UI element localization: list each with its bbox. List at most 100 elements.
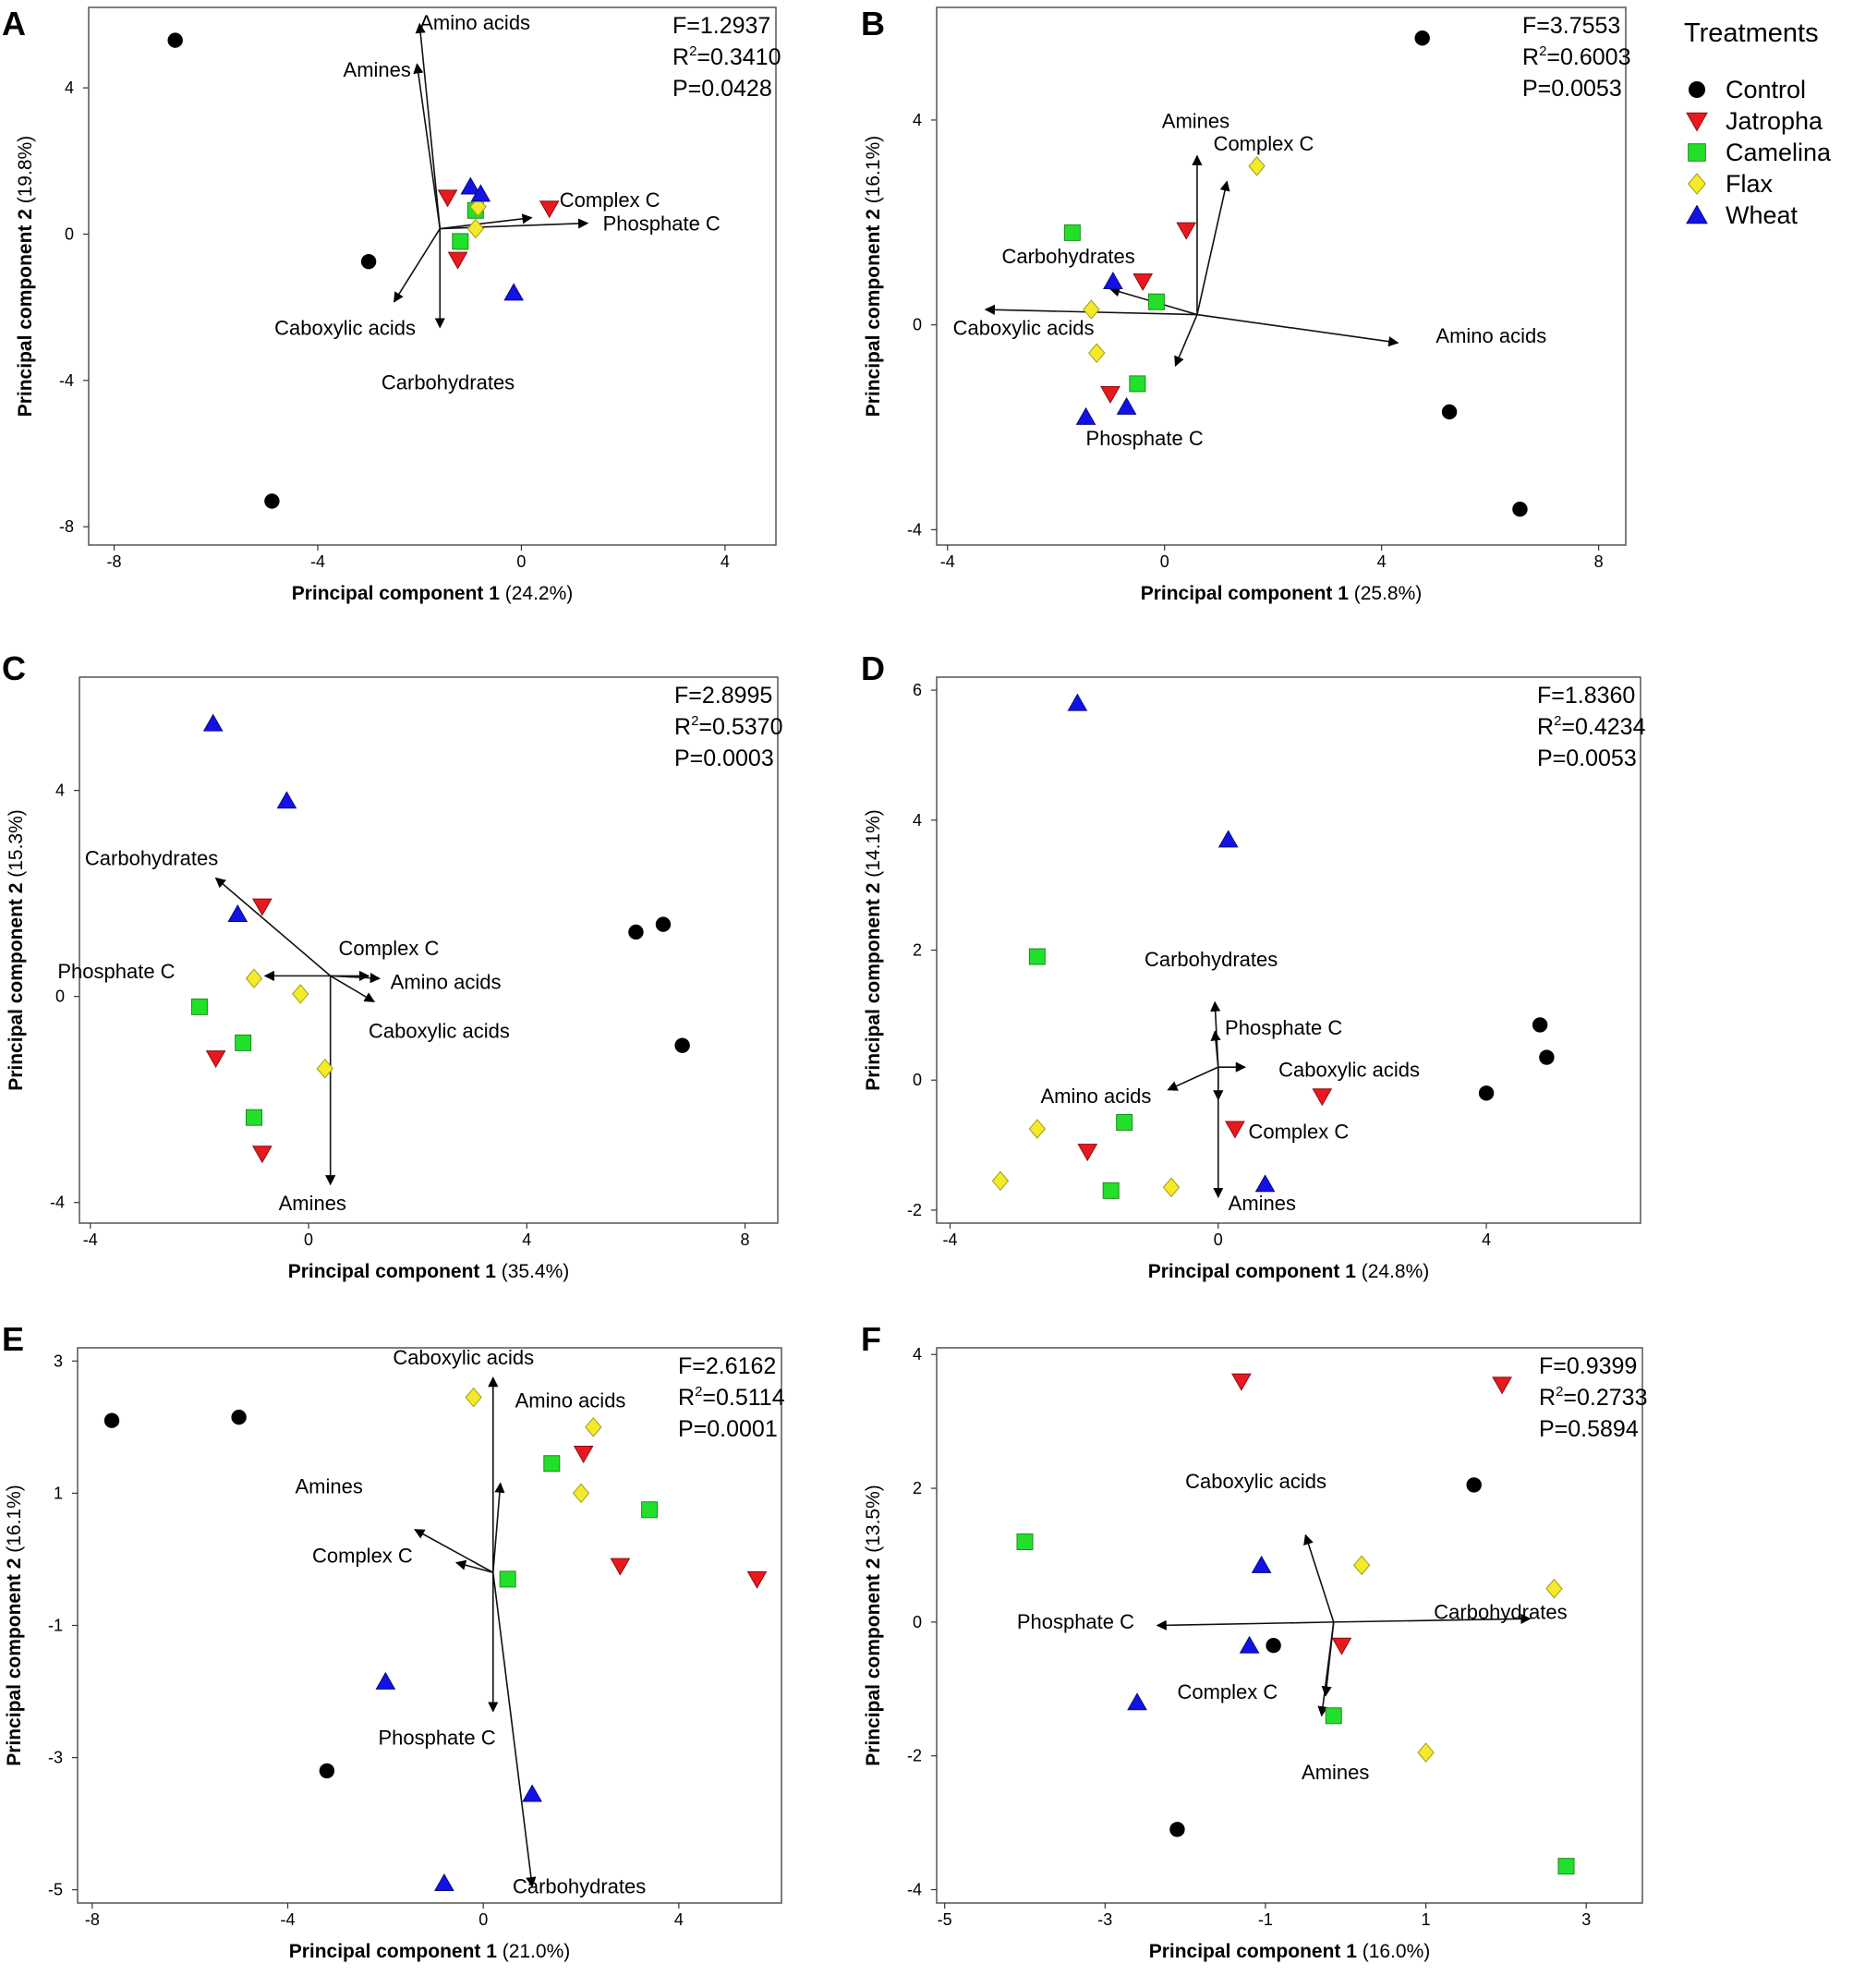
vector-label: Amino acids	[391, 970, 502, 993]
stat-f: F=2.6162	[678, 1353, 776, 1379]
x-axis-label: Principal component 1 (25.8%)	[1141, 583, 1423, 604]
legend-item-camelina: Camelina	[1688, 139, 1832, 166]
y-tick-label: 4	[65, 79, 74, 97]
data-point-camelina	[543, 1455, 561, 1473]
vector-label: Amines	[295, 1474, 362, 1497]
y-tick-label: 1	[54, 1484, 63, 1502]
vector-label: Caboxylic acids	[1185, 1470, 1326, 1493]
stat-p: P=0.0001	[678, 1416, 778, 1442]
panel-letter: E	[2, 1320, 24, 1358]
data-point-camelina	[499, 1570, 516, 1588]
data-point-wheat	[202, 713, 224, 732]
data-point-camelina	[1557, 1858, 1575, 1875]
data-point-control	[1539, 1049, 1555, 1065]
x-tick-label: 8	[741, 1230, 750, 1249]
data-point-flax	[469, 197, 487, 217]
y-tick-label: -4	[907, 1881, 922, 1899]
data-point-jatropha	[1231, 1373, 1252, 1391]
y-tick-label: -2	[907, 1747, 922, 1765]
data-point-flax	[572, 1483, 590, 1504]
panel-letter: D	[861, 649, 885, 687]
y-tick-label: -4	[59, 371, 74, 390]
x-tick-label: -4	[281, 1910, 296, 1929]
panel-c: C -4 0 4 8 -4 0 4 Principal component 1 (35.4%) P…	[2, 649, 782, 1282]
y-tick-label: -4	[907, 520, 922, 539]
data-point-camelina	[1028, 948, 1046, 965]
vector-label: Phosphate C	[378, 1726, 495, 1749]
data-point-control	[1441, 404, 1458, 420]
legend-item-control: Control	[1688, 76, 1806, 103]
loading-vector	[415, 22, 442, 229]
loading-vector	[1196, 313, 1399, 347]
vector-label: Complex C	[1214, 132, 1314, 155]
data-point-wheat	[503, 283, 525, 301]
vector-label: Caboxylic acids	[369, 1019, 510, 1042]
y-axis-label: Principal component 2 (13.5%)	[863, 1485, 884, 1766]
data-point-flax	[465, 1387, 482, 1408]
data-point-wheat	[1103, 272, 1123, 290]
x-tick-label: 3	[1581, 1910, 1591, 1929]
legend-marker-wheat	[1686, 204, 1708, 224]
y-tick-label: 0	[913, 316, 922, 334]
x-tick-label: 0	[1214, 1230, 1223, 1249]
data-point-control	[1532, 1017, 1548, 1033]
data-point-camelina	[235, 1034, 252, 1051]
x-tick-label: 0	[516, 552, 526, 571]
data-point-wheat	[470, 184, 491, 202]
stat-r2: R2=0.5370	[674, 713, 782, 740]
stat-p: P=0.0003	[674, 746, 774, 771]
vector-label: Complex C	[1248, 1121, 1349, 1144]
data-point-control	[628, 924, 644, 940]
treatments-legend: Treatments Control Jatropha Camelina Flax Wh…	[1684, 18, 1832, 229]
data-point-control	[360, 253, 377, 270]
data-point-wheat	[227, 903, 248, 922]
vector-label: Amino acids	[1435, 324, 1546, 347]
y-tick-label: 0	[55, 988, 65, 1006]
vector-label: Amines	[279, 1192, 346, 1215]
data-point-jatropha	[1492, 1376, 1512, 1395]
data-point-control	[103, 1412, 120, 1428]
y-tick-label: 4	[913, 111, 922, 129]
data-point-jatropha	[251, 898, 272, 916]
data-point-wheat	[1239, 1635, 1260, 1654]
stat-f: F=3.7553	[1522, 13, 1620, 39]
y-tick-label: 2	[913, 941, 922, 960]
data-point-flax	[1028, 1119, 1047, 1139]
data-point-wheat	[375, 1671, 396, 1690]
data-point-flax	[585, 1417, 602, 1437]
vector-label: Phosphate C	[1017, 1610, 1134, 1633]
legend-item-jatropha: Jatropha	[1686, 107, 1823, 135]
data-point-jatropha	[1312, 1088, 1333, 1107]
x-tick-label: -5	[938, 1910, 952, 1929]
x-axis-label: Principal component 1 (35.4%)	[288, 1261, 570, 1282]
loading-vector	[455, 1559, 494, 1574]
loading-vector	[1167, 1066, 1219, 1091]
data-point-flax	[1083, 299, 1100, 320]
data-point-jatropha	[1331, 1637, 1352, 1655]
data-point-wheat	[434, 1873, 454, 1892]
stat-f: F=2.8995	[674, 683, 772, 709]
data-point-flax	[292, 984, 309, 1004]
x-tick-label: -1	[1258, 1910, 1273, 1929]
data-point-control	[319, 1763, 335, 1779]
x-tick-label: 4	[674, 1910, 684, 1929]
loading-vector	[330, 973, 381, 984]
y-tick-label: 4	[913, 811, 922, 830]
y-axis-label: Principal component 2 (14.1%)	[863, 809, 884, 1091]
plot-frame	[79, 676, 779, 1224]
vector-label: Caboxylic acids	[953, 317, 1095, 340]
plot-frame	[88, 6, 777, 546]
data-point-camelina	[1325, 1707, 1342, 1725]
y-tick-label: 0	[913, 1071, 922, 1089]
vector-label: Carbohydrates	[85, 847, 218, 870]
y-tick-label: -4	[50, 1194, 65, 1212]
legend-items: Control Jatropha Camelina Flax Wheat	[1686, 76, 1832, 229]
y-tick-label: -8	[59, 517, 74, 536]
stat-r2: R2=0.5114	[678, 1384, 785, 1411]
vector-label: Amino acids	[1040, 1085, 1151, 1108]
vector-label: Carbohydrates	[1434, 1600, 1567, 1623]
x-tick-label: -8	[85, 1910, 100, 1929]
data-point-control	[264, 493, 280, 509]
data-point-wheat	[1075, 406, 1096, 425]
